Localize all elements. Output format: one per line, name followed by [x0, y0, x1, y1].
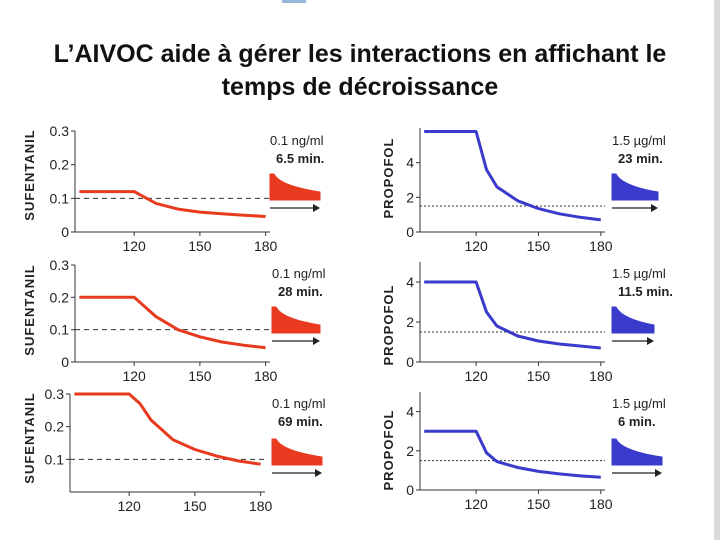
x-tick-label: 150: [188, 238, 212, 254]
y-tick-label: 4: [406, 274, 414, 290]
x-tick-label: 180: [589, 368, 613, 384]
x-tick-label: 120: [464, 496, 488, 512]
series-line: [74, 392, 261, 466]
y-tick-label: 2: [406, 189, 414, 205]
y-axis-label: SUFENTANIL: [22, 264, 37, 355]
y-tick-label: 0.3: [45, 386, 65, 402]
inset-decay-time: 23 min.: [618, 151, 663, 166]
x-tick-label: 150: [188, 368, 212, 384]
chart-panel-1: 0.3 0.2 0.1 0 120 150 180 SUFENTANIL 0.1 ng/ml 6.…: [22, 123, 324, 254]
x-tick-label: 120: [122, 368, 146, 384]
y-tick-label: 0: [406, 354, 414, 370]
y-axis-label: SUFENTANIL: [22, 129, 37, 220]
series-line: [424, 429, 601, 479]
inset-arrow-head: [647, 337, 654, 345]
inset-decay-time: 28 min.: [278, 284, 323, 299]
slide-title: L’AIVOC aide à gérer les interactions en…: [0, 38, 720, 104]
x-tick-label: 180: [589, 496, 613, 512]
x-tick-label: 180: [254, 238, 278, 254]
y-tick-label: 4: [406, 404, 414, 420]
inset-decay-shape: [271, 438, 323, 466]
inset-decay-shape: [611, 438, 663, 466]
inset-arrow-head: [315, 469, 322, 477]
inset-concentration: 1.5 µg/ml: [612, 396, 666, 411]
x-tick-label: 120: [464, 238, 488, 254]
inset-decay-time: 6.5 min.: [276, 151, 324, 166]
y-tick-label: 4: [406, 155, 414, 171]
y-tick-label: 2: [406, 443, 414, 459]
inset-concentration: 1.5 µg/ml: [612, 133, 666, 148]
inset-concentration: 0.1 ng/ml: [270, 133, 324, 148]
inset-decay-time: 69 min.: [278, 414, 323, 429]
y-tick-label: 0: [61, 224, 69, 240]
chart-panel-4: 4 2 0 120 150 180 PROPOFOL 1.5 µg/ml 23 min.: [381, 128, 666, 254]
y-tick-label: 0.2: [50, 157, 70, 173]
y-tick-label: 0: [61, 354, 69, 370]
chart-panel-3: 0.3 0.2 0.1 120 150 180 SUFENTANIL 0.1 ng/ml 69 …: [22, 386, 326, 514]
x-tick-label: 120: [117, 498, 141, 514]
inset-concentration: 0.1 ng/ml: [272, 396, 326, 411]
x-tick-label: 150: [527, 368, 551, 384]
y-axis-label: SUFENTANIL: [22, 392, 37, 483]
y-axis-label: PROPOFOL: [381, 285, 396, 366]
y-tick-label: 0: [406, 224, 414, 240]
x-tick-label: 120: [464, 368, 488, 384]
inset-decay-time: 6 min.: [618, 414, 656, 429]
chart-panel-5: 4 2 0 120 150 180 PROPOFOL 1.5 µg/ml 11.5 min.: [381, 262, 673, 384]
x-tick-label: 150: [527, 496, 551, 512]
y-axis-label: PROPOFOL: [381, 410, 396, 491]
inset-arrow-head: [651, 204, 658, 212]
right-edge-decoration: [714, 0, 720, 540]
series-line: [79, 295, 266, 350]
y-tick-label: 0.2: [45, 419, 65, 435]
inset-arrow-head: [655, 469, 662, 477]
y-tick-label: 2: [406, 314, 414, 330]
chart-panel-2: 0.3 0.2 0.1 0 120 150 180 SUFENTANIL 0.1 ng/ml 28…: [22, 257, 326, 384]
series-line: [79, 190, 266, 218]
inset-decay-shape: [611, 306, 655, 334]
x-tick-label: 180: [589, 238, 613, 254]
x-tick-label: 150: [527, 238, 551, 254]
inset-concentration: 1.5 µg/ml: [612, 266, 666, 281]
inset-decay-shape: [271, 306, 321, 334]
x-tick-label: 180: [254, 368, 278, 384]
chart-panel-6: 4 2 0 120 150 180 PROPOFOL 1.5 µg/ml 6 min.: [381, 392, 666, 512]
top-tab-decoration: [282, 0, 306, 3]
y-tick-label: 0.3: [50, 257, 70, 273]
x-tick-label: 180: [249, 498, 273, 514]
title-line-1: L’AIVOC aide à gérer les interactions en…: [53, 40, 667, 68]
inset-decay-time: 11.5 min.: [618, 284, 673, 299]
inset-decay-shape: [611, 173, 659, 201]
y-tick-label: 0.3: [50, 123, 70, 139]
y-tick-label: 0.2: [50, 289, 70, 305]
inset-arrow-head: [313, 337, 320, 345]
series-line: [424, 280, 601, 350]
inset-arrow-head: [313, 204, 320, 212]
x-tick-label: 120: [122, 238, 146, 254]
y-tick-label: 0.1: [45, 451, 65, 467]
y-tick-label: 0: [406, 482, 414, 498]
inset-decay-shape: [269, 173, 321, 201]
y-tick-label: 0.1: [50, 322, 70, 338]
series-line: [424, 130, 601, 222]
y-axis-label: PROPOFOL: [381, 138, 396, 219]
inset-concentration: 0.1 ng/ml: [272, 266, 326, 281]
x-tick-label: 150: [183, 498, 207, 514]
title-line-2: temps de décroissance: [221, 73, 499, 101]
y-tick-label: 0.1: [50, 190, 70, 206]
